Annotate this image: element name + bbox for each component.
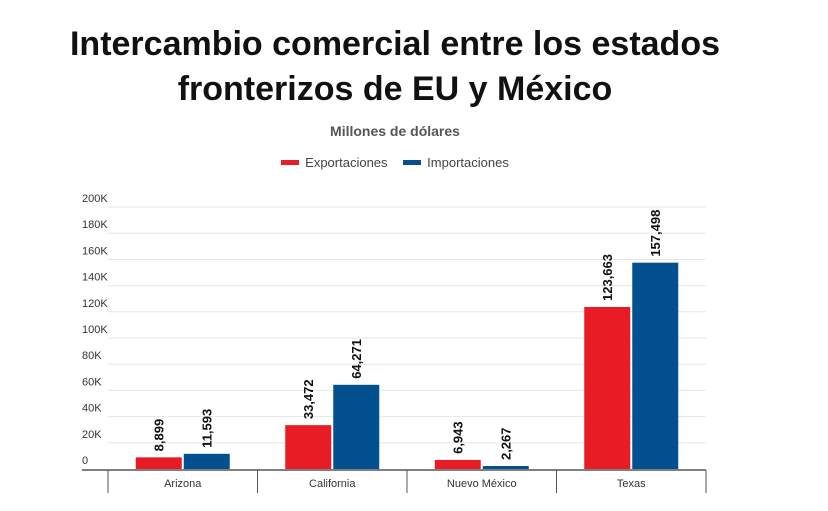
bar-exports[interactable] xyxy=(584,307,631,469)
bar-layer xyxy=(135,262,679,469)
y-tick-label: 40K xyxy=(82,403,102,415)
x-tick-label: Texas xyxy=(617,478,646,490)
bar-exports[interactable] xyxy=(135,457,182,469)
x-tick-label: Nuevo México xyxy=(447,478,517,490)
data-label: 33,472 xyxy=(301,379,316,419)
y-tick-label: 200K xyxy=(82,193,108,205)
label-layer: 8,899 11,593 33,472 64,271 6,943 2,267 123,663… xyxy=(152,210,664,460)
bar-imports[interactable] xyxy=(482,466,529,469)
y-tick-label: 20K xyxy=(82,429,102,441)
data-label: 11,593 xyxy=(200,409,215,448)
bar-imports[interactable] xyxy=(333,384,380,469)
bar-exports[interactable] xyxy=(285,425,332,469)
x-tick-label: Arizona xyxy=(164,478,202,490)
y-tick-label: 60K xyxy=(82,376,102,388)
y-tick-label: 0 xyxy=(82,455,88,467)
chart-subtitle: Millones de dólares xyxy=(330,123,460,139)
chart-title: Intercambio comercial entre los estados … xyxy=(69,25,721,108)
legend: Exportaciones Importaciones xyxy=(0,155,790,170)
bar-imports[interactable] xyxy=(183,453,230,469)
y-tick-label: 120K xyxy=(82,298,108,310)
legend-item-imports[interactable]: Importaciones xyxy=(403,155,509,170)
data-label: 157,498 xyxy=(648,210,663,257)
y-tick-label: 160K xyxy=(82,245,108,257)
data-label: 2,267 xyxy=(499,427,514,460)
data-label: 64,271 xyxy=(349,339,364,379)
legend-swatch-exports xyxy=(281,160,300,166)
legend-label-imports: Importaciones xyxy=(427,155,509,170)
bar-imports[interactable] xyxy=(632,262,679,469)
legend-swatch-imports xyxy=(403,160,422,166)
data-label: 6,943 xyxy=(451,421,466,454)
axis-layer: 0 20K 40K 60K 80K 100K 120K 140K 160K 180K 200K Ari… xyxy=(82,193,707,493)
y-tick-label: 100K xyxy=(82,324,108,336)
legend-label-exports: Exportaciones xyxy=(305,155,388,170)
y-tick-label: 180K xyxy=(82,219,108,231)
data-label: 123,663 xyxy=(600,254,615,301)
y-tick-label: 140K xyxy=(82,272,108,284)
x-tick-label: California xyxy=(309,478,356,490)
legend-item-exports[interactable]: Exportaciones xyxy=(281,155,388,170)
data-label: 8,899 xyxy=(152,419,167,452)
bar-exports[interactable] xyxy=(434,459,481,469)
y-tick-label: 80K xyxy=(82,350,102,362)
